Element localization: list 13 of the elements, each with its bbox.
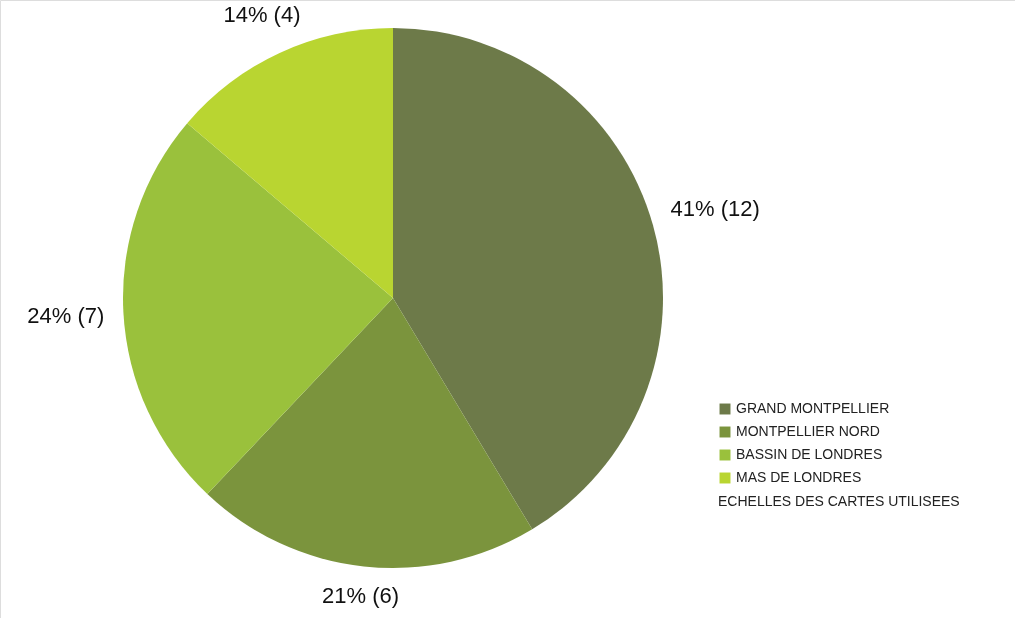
pie-slice: [187, 28, 393, 298]
legend-title: ECHELLES DES CARTES UTILISEES: [718, 493, 960, 509]
data-label: 14% (4): [223, 1, 301, 27]
legend-label: MAS DE LONDRES: [736, 469, 862, 485]
pie-slice: [123, 123, 393, 495]
legend-label: GRAND MONTPELLIER: [736, 400, 890, 416]
data-label: 41% (12): [670, 195, 760, 221]
legend-label: MONTPELLIER NORD: [736, 423, 880, 439]
pie-slice: [207, 298, 533, 568]
data-label: 21% (6): [322, 582, 400, 608]
pie-slice: [393, 28, 663, 530]
data-label: 24% (7): [27, 302, 105, 328]
legend-label: BASSIN DE LONDRES: [736, 446, 883, 462]
